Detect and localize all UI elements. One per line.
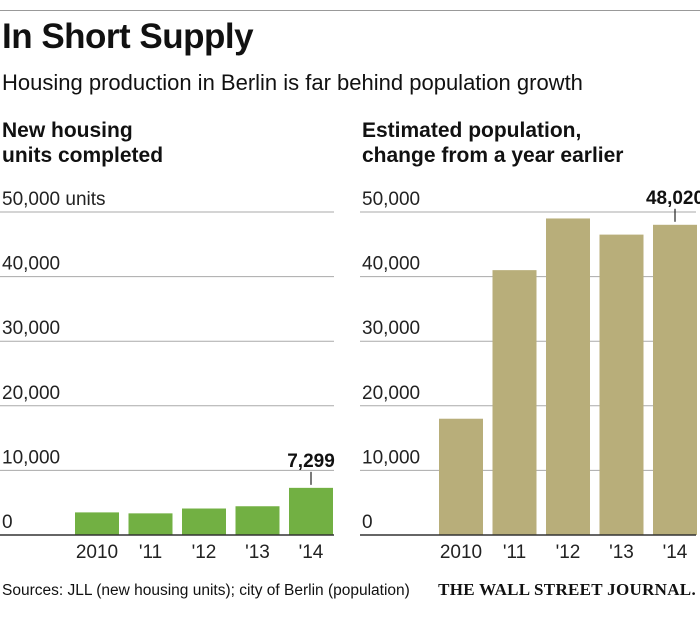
population-panel-title: Estimated population, change from a year… bbox=[362, 118, 623, 168]
population-bar bbox=[599, 234, 644, 536]
source-note: Sources: JLL (new housing units); city o… bbox=[2, 582, 410, 599]
housing-category-label: '14 bbox=[299, 542, 324, 563]
population-ytick-label: 50,000 bbox=[362, 189, 420, 210]
top-rule bbox=[0, 10, 700, 11]
housing-category-label: 2010 bbox=[76, 542, 118, 563]
population-bar bbox=[439, 418, 483, 535]
population-title-line-1: Estimated population, bbox=[362, 119, 582, 142]
subhead: Housing production in Berlin is far behi… bbox=[2, 70, 583, 95]
housing-ytick-label: 0 bbox=[2, 512, 13, 533]
housing-category-label: '13 bbox=[245, 542, 270, 563]
population-ytick-label: 0 bbox=[362, 512, 373, 533]
housing-panel-title: New housing units completed bbox=[2, 118, 163, 168]
population-title-line-2: change from a year earlier bbox=[362, 144, 624, 167]
housing-ytick-label: 40,000 bbox=[2, 254, 60, 275]
headline: In Short Supply bbox=[2, 17, 254, 56]
population-bar bbox=[653, 224, 697, 535]
housing-ytick-label: 10,000 bbox=[2, 447, 60, 468]
housing-ytick-label: 30,000 bbox=[2, 318, 60, 339]
population-bar bbox=[546, 218, 590, 535]
housing-category-label: '11 bbox=[139, 542, 162, 563]
population-bar bbox=[492, 270, 537, 535]
population-ytick-label: 20,000 bbox=[362, 383, 420, 404]
housing-bar bbox=[182, 508, 226, 535]
housing-bar bbox=[289, 487, 333, 535]
housing-category-label: '12 bbox=[192, 542, 217, 563]
housing-ytick-label: 20,000 bbox=[2, 383, 60, 404]
housing-bar bbox=[128, 513, 173, 535]
population-ytick-label: 40,000 bbox=[362, 254, 420, 275]
publication-logo: THE WALL STREET JOURNAL. bbox=[438, 580, 696, 599]
population-annotation-label: 48,020 bbox=[646, 188, 700, 209]
housing-bar bbox=[235, 506, 280, 535]
population-category-label: '12 bbox=[556, 542, 581, 563]
housing-title-line-1: New housing bbox=[2, 119, 133, 142]
population-category-label: 2010 bbox=[440, 542, 482, 563]
population-ytick-label: 10,000 bbox=[362, 447, 420, 468]
housing-ytick-label: 50,000 units bbox=[2, 189, 106, 210]
housing-title-line-2: units completed bbox=[2, 144, 164, 167]
population-category-label: '11 bbox=[503, 542, 526, 563]
population-category-label: '13 bbox=[609, 542, 634, 563]
housing-bar bbox=[75, 512, 119, 535]
population-ytick-label: 30,000 bbox=[362, 318, 420, 339]
population-category-label: '14 bbox=[663, 542, 688, 563]
housing-annotation-label: 7,299 bbox=[287, 451, 335, 472]
